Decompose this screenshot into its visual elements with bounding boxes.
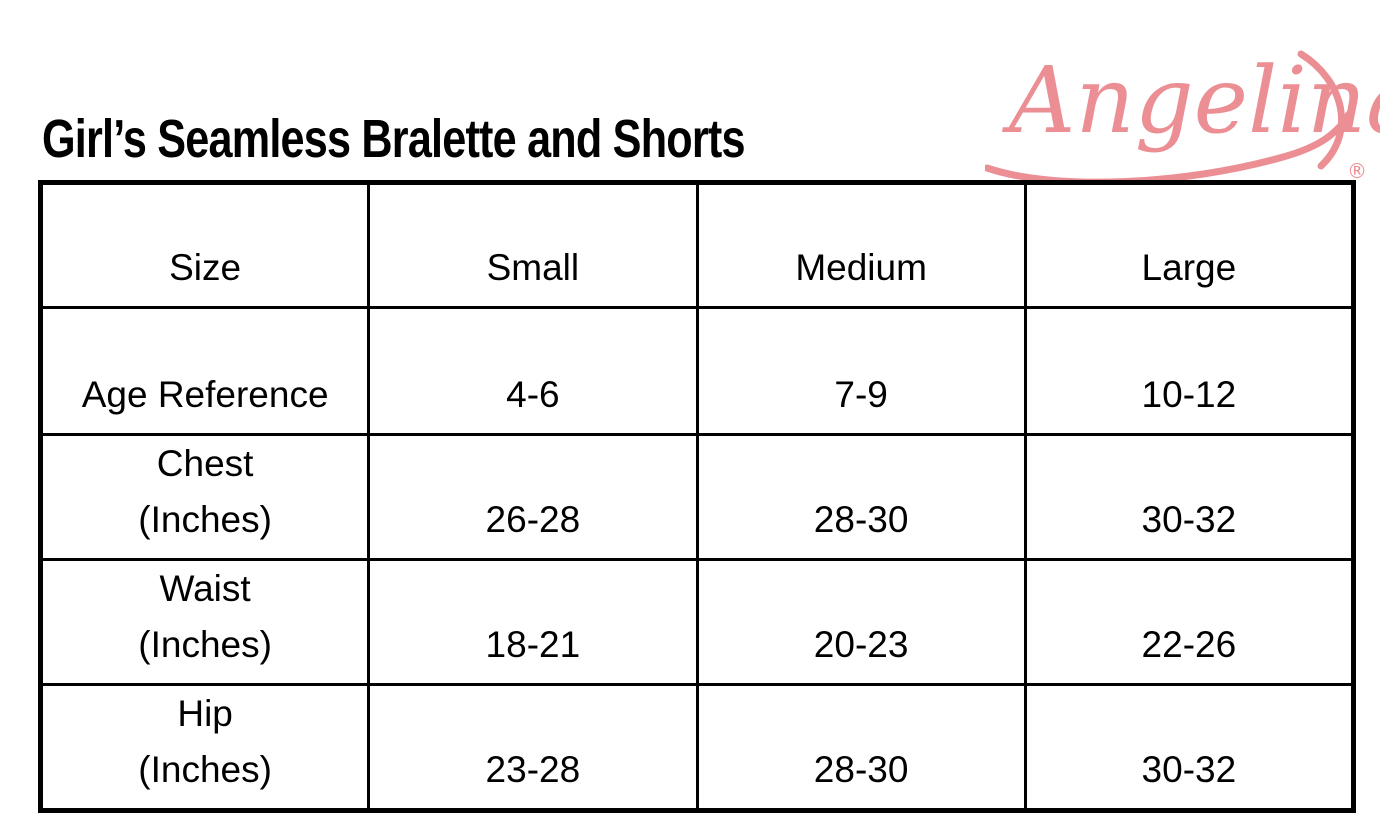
- header-cell-small: Small: [367, 181, 699, 309]
- row-label-cell: Waist (Inches): [38, 558, 371, 686]
- row-sublabel: (Inches): [138, 624, 272, 665]
- registered-trademark-symbol: ®: [1347, 159, 1367, 183]
- cell-value: 30-32: [1141, 749, 1237, 790]
- row-sublabel: (Inches): [138, 499, 272, 540]
- cell-value: 20-23: [813, 624, 909, 665]
- cell-value: 10-12: [1141, 374, 1237, 415]
- header-cell-large: Large: [1023, 181, 1356, 309]
- row-label-cell: Chest (Inches): [38, 433, 371, 561]
- table-header-row: Size Small Medium Large: [38, 181, 1356, 309]
- value-cell-large: 22-26: [1023, 558, 1356, 686]
- value-cell-medium: 28-30: [695, 433, 1027, 561]
- header-label: Large: [1141, 247, 1237, 288]
- cell-value: 30-32: [1141, 499, 1237, 540]
- value-cell-small: 4-6: [367, 306, 699, 436]
- cell-value: 26-28: [485, 499, 581, 540]
- table-row-hip: Hip (Inches) 23-28 28-30 30-32: [38, 683, 1356, 812]
- header-cell-medium: Medium: [695, 181, 1027, 309]
- cell-value: 7-9: [834, 374, 888, 415]
- size-chart-table: Size Small Medium Large Age Reference 4-…: [38, 180, 1356, 813]
- logo-flourish-arc: [1297, 50, 1346, 170]
- row-label: Chest: [156, 443, 254, 484]
- row-label: Waist: [159, 568, 251, 609]
- cell-value: 23-28: [485, 749, 581, 790]
- brand-logo-graphic: Angelina ®: [985, 47, 1380, 186]
- row-sublabel: (Inches): [138, 749, 272, 790]
- logo-swash-underline: [985, 110, 1353, 186]
- row-label: Hip: [177, 693, 233, 734]
- page-title: Girl’s Seamless Bralette and Shorts: [42, 109, 745, 169]
- value-cell-small: 23-28: [367, 683, 699, 812]
- brand-logo: Angelina ®: [985, 34, 1380, 186]
- table-row-age-reference: Age Reference 4-6 7-9 10-12: [38, 306, 1356, 436]
- row-label-cell: Age Reference: [38, 306, 371, 436]
- table-row-waist: Waist (Inches) 18-21 20-23 22-26: [38, 558, 1356, 686]
- row-label: Age Reference: [81, 374, 329, 415]
- value-cell-large: 30-32: [1023, 683, 1356, 812]
- header-label: Small: [486, 247, 580, 288]
- cell-value: 4-6: [506, 374, 560, 415]
- cell-value: 22-26: [1141, 624, 1237, 665]
- row-label-cell: Hip (Inches): [38, 683, 371, 812]
- value-cell-medium: 7-9: [695, 306, 1027, 436]
- brand-wordmark: Angelina: [1001, 47, 1380, 154]
- header-label: Size: [169, 247, 242, 288]
- value-cell-small: 18-21: [367, 558, 699, 686]
- table-row-chest: Chest (Inches) 26-28 28-30 30-32: [38, 433, 1356, 561]
- value-cell-small: 26-28: [367, 433, 699, 561]
- cell-value: 18-21: [485, 624, 581, 665]
- header-label: Medium: [795, 247, 927, 288]
- value-cell-medium: 20-23: [695, 558, 1027, 686]
- cell-value: 28-30: [813, 499, 909, 540]
- value-cell-medium: 28-30: [695, 683, 1027, 812]
- header-cell-size: Size: [38, 181, 371, 309]
- cell-value: 28-30: [813, 749, 909, 790]
- value-cell-large: 10-12: [1023, 306, 1356, 436]
- value-cell-large: 30-32: [1023, 433, 1356, 561]
